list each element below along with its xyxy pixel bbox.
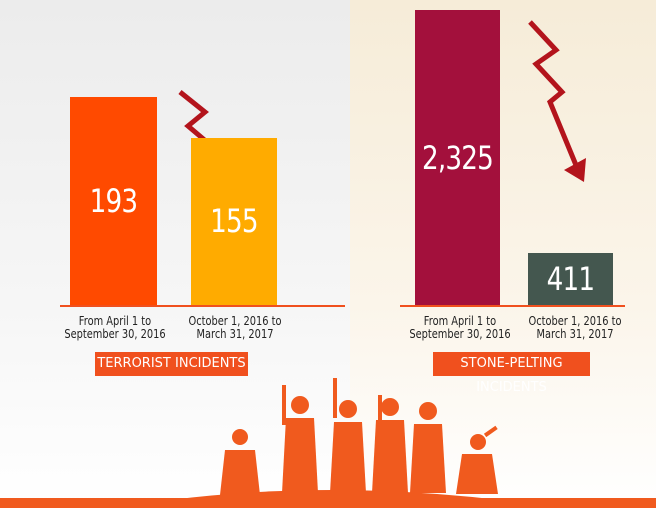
category-label: October 1, 2016 to March 31, 2017: [182, 315, 289, 341]
category-label: From April 1 to September 30, 2016: [407, 315, 514, 341]
value-label: 193: [70, 181, 158, 221]
page: 193 From April 1 to September 30, 2016 155…: [0, 0, 656, 508]
category-label: October 1, 2016 to March 31, 2017: [522, 315, 629, 341]
value-label: 411: [527, 259, 613, 299]
value-label: 155: [191, 201, 278, 241]
chart-title: STONE-PELTING INCIDENTS: [433, 352, 590, 376]
down-arrow: [530, 22, 578, 170]
baseline: [400, 305, 625, 307]
bottom-band: [0, 498, 656, 508]
baseline: [60, 305, 345, 307]
value-label: 2,325: [414, 138, 500, 178]
chart-title: TERRORIST INCIDENTS: [95, 352, 248, 376]
soldier-silhouettes: [170, 378, 500, 500]
infographic: 193 From April 1 to September 30, 2016 155…: [0, 0, 656, 508]
category-label: From April 1 to September 30, 2016: [62, 315, 169, 341]
